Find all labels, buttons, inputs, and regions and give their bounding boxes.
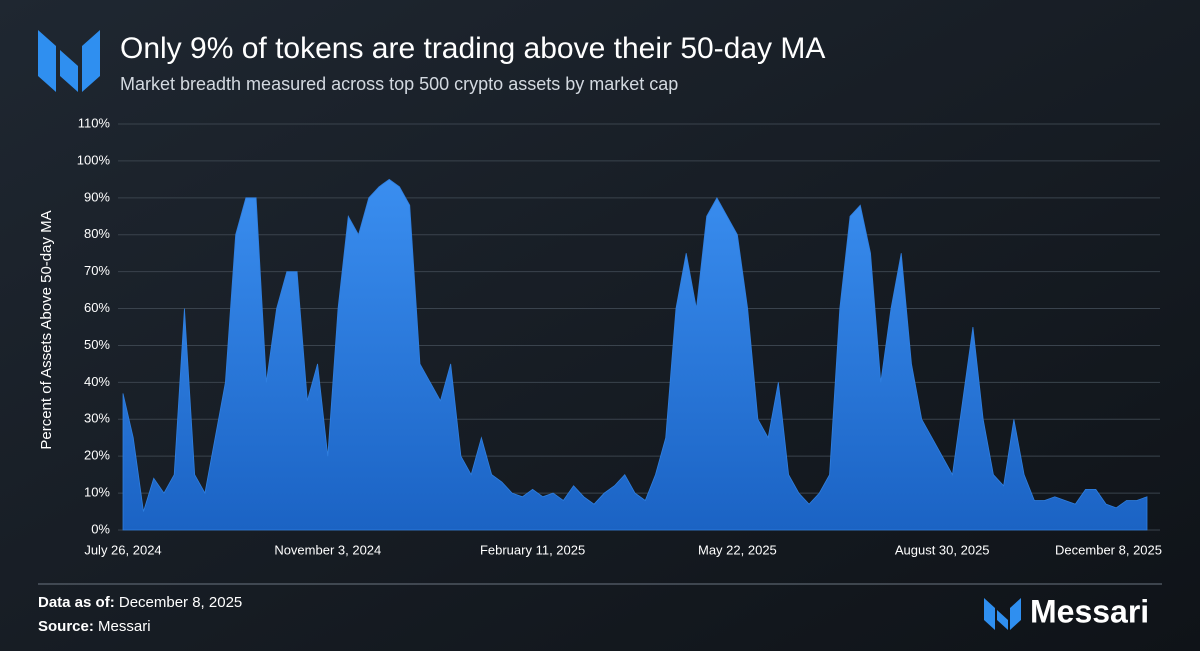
footer-value: December 8, 2025 [119,594,242,611]
chart-title: Only 9% of tokens are trading above thei… [120,32,825,65]
footer-text: Data as of: December 8, 2025 [38,594,242,611]
brand-name: Messari [1030,593,1149,629]
x-tick-label: August 30, 2025 [895,542,990,557]
y-tick-label: 110% [78,115,111,130]
y-tick-label: 0% [91,521,110,536]
brand-logo [984,598,1021,630]
y-tick-label: 90% [84,189,110,204]
y-tick-label: 100% [77,152,111,167]
y-tick-label: 20% [84,448,110,463]
chart-subtitle: Market breadth measured across top 500 c… [120,74,678,94]
footer-label: Data as of: [38,594,115,611]
y-tick-label: 70% [84,263,110,278]
x-tick-label: February 11, 2025 [480,542,585,557]
area [122,178,1148,531]
footer-value: Messari [98,618,151,635]
y-tick-label: 80% [84,226,110,241]
y-tick-label: 10% [84,485,110,500]
y-tick-label: 50% [84,337,110,352]
x-tick-label: May 22, 2025 [698,542,777,557]
x-tick-label: December 8, 2025 [1055,542,1162,557]
y-axis-label: Percent of Assets Above 50-day MA [38,210,55,449]
footer-label: Source: [38,618,94,635]
y-tick-label: 30% [84,411,110,426]
y-tick-label: 40% [84,374,110,389]
x-tick-label: November 3, 2024 [274,542,381,557]
footer-text: Source: Messari [38,618,151,635]
y-tick-label: 60% [84,300,110,315]
x-tick-label: July 26, 2024 [84,542,161,557]
plot: 0% 10% 20% 30% 40% 50% 60% 70% 80% 90% 100% 110% Jul… [77,115,1162,557]
logo [38,30,100,92]
